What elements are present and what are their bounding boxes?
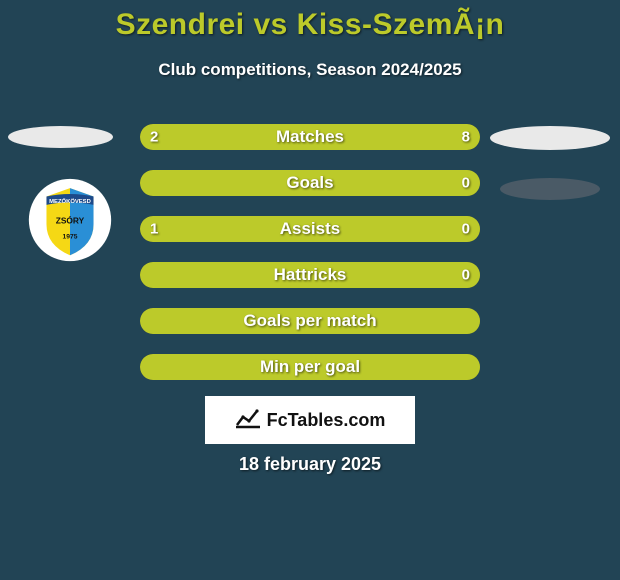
bar-row: Hattricks0 [140, 262, 480, 288]
bar-row: Goals per match [140, 308, 480, 334]
bar-label: Min per goal [140, 357, 480, 377]
right-player-placeholder-1 [490, 126, 610, 150]
left-player-placeholder [8, 126, 113, 148]
bar-value-right: 0 [462, 175, 470, 192]
bar-label: Hattricks [140, 265, 480, 285]
svg-text:1975: 1975 [63, 233, 78, 240]
svg-text:MEZŐKÖVESD: MEZŐKÖVESD [49, 198, 91, 205]
bar-row: Goals0 [140, 170, 480, 196]
bar-label: Goals per match [140, 311, 480, 331]
bar-value-left: 2 [150, 129, 158, 146]
comparison-bars: Matches28Goals0Assists10Hattricks0Goals … [140, 124, 480, 400]
bar-row: Min per goal [140, 354, 480, 380]
brand-icon [235, 407, 261, 434]
bar-label: Assists [140, 219, 480, 239]
bar-label: Goals [140, 173, 480, 193]
bar-value-left: 1 [150, 221, 158, 238]
bar-label: Matches [140, 127, 480, 147]
subtitle: Club competitions, Season 2024/2025 [0, 60, 620, 80]
bar-row: Assists1 0 [140, 216, 480, 242]
brand-text: FcTables.com [267, 410, 386, 431]
left-club-badge: MEZŐKÖVESD ZSÓRY 1975 [28, 178, 112, 262]
svg-text:ZSÓRY: ZSÓRY [56, 214, 85, 225]
date-text: 18 february 2025 [0, 454, 620, 475]
club-badge-svg: MEZŐKÖVESD ZSÓRY 1975 [28, 178, 112, 262]
brand-box: FcTables.com [205, 396, 415, 444]
bar-value-right: 8 [462, 129, 470, 146]
bar-value-right: 0 [462, 221, 470, 238]
right-player-placeholder-2 [500, 178, 600, 200]
bar-row: Matches2 8 [140, 124, 480, 150]
page-title: Szendrei vs Kiss-SzemÃ¡n [0, 0, 620, 42]
bar-value-right: 0 [462, 267, 470, 284]
